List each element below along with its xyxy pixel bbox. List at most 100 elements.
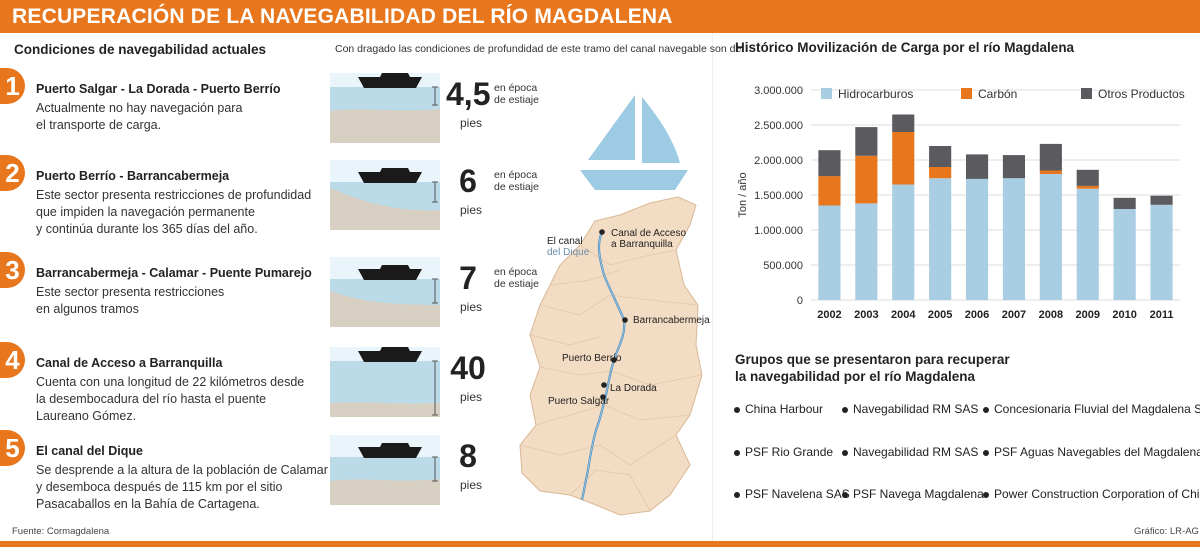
group-item: China Harbour [734, 402, 823, 416]
depth-unit: pies [460, 478, 483, 492]
y-tick-label: 2.000.000 [754, 155, 803, 167]
bar-otros-productos-2010 [1113, 197, 1136, 209]
season-note: en época de estiaje [494, 266, 539, 290]
group-item: Concesionaria Fluvial del Magdalena SAS [983, 402, 1200, 416]
cargo-bar-chart: 0 500.000 1.000.000 1.500.000 2.000.000 2.500… [737, 85, 1185, 321]
bar-hidrocarburos-2009 [1076, 188, 1099, 300]
depth-unit: pies [460, 116, 483, 130]
season-note: en época de estiaje [494, 169, 539, 193]
bar-hidrocarburos-2008 [1039, 174, 1062, 300]
group-item: PSF Navega Magdalena [842, 487, 984, 501]
panel-divider [712, 33, 713, 541]
bar-otros-productos-2011 [1150, 195, 1173, 205]
groups-title: Grupos que se presentaron para recuperar… [735, 352, 1010, 384]
map-dot-barrancabermeja [622, 317, 628, 323]
condition-title: Puerto Berrío - Barrancabermeja [36, 169, 230, 183]
x-tick-label: 2011 [1150, 309, 1174, 321]
bar-otros-productos-2004 [892, 114, 915, 132]
barge-icon [358, 73, 422, 88]
bar-otros-productos-2007 [1002, 155, 1026, 179]
bar-carbón-2005 [929, 167, 952, 179]
bar-hidrocarburos-2011 [1150, 204, 1173, 300]
map-label-canal-acceso: Canal de Acceso a Barranquilla [611, 228, 687, 250]
y-axis-label: Ton / año [737, 172, 749, 217]
depth-value: 6 [459, 163, 477, 199]
group-item: PSF Navelena SAS [734, 487, 850, 501]
barge-icon [358, 265, 422, 280]
barge-icon [358, 168, 422, 183]
y-tick-label: 2.500.000 [754, 120, 803, 132]
river-section-illustration [330, 435, 440, 505]
condition-description: Actualmente no hay navegación para el tra… [36, 101, 243, 132]
depth-unit: pies [460, 203, 483, 217]
depth-value: 4,5 [446, 76, 491, 112]
x-tick-label: 2003 [854, 309, 878, 321]
x-tick-label: 2006 [965, 309, 989, 321]
group-item: PSF Aguas Navegables del Magdalena SA [983, 445, 1200, 459]
depth-unit: pies [460, 300, 483, 314]
bar-hidrocarburos-2002 [818, 205, 841, 300]
river-section-illustration [330, 257, 440, 327]
condition-description: Cuenta con una longitud de 22 kilómetros… [36, 375, 305, 423]
condition-title: Puerto Salgar - La Dorada - Puerto Berrí… [36, 82, 281, 96]
bar-carbón-2004 [892, 132, 915, 185]
graphic-credit: Gráfico: LR-AG [1134, 526, 1199, 537]
bar-hidrocarburos-2006 [965, 178, 989, 300]
footer-bar [0, 541, 1200, 547]
bar-hidrocarburos-2004 [892, 184, 915, 300]
x-tick-label: 2008 [1039, 309, 1063, 321]
colombia-map [519, 95, 703, 516]
map-label-canal-dique: El canal del Dique [547, 236, 590, 258]
legend-label: Carbón [978, 87, 1017, 101]
depth-value: 8 [459, 438, 477, 474]
page-title: RECUPERACIÓN DE LA NAVEGABILIDAD DEL RÍO… [12, 5, 673, 28]
bullet-icon [734, 449, 740, 456]
condition-title: El canal del Dique [36, 444, 143, 458]
x-tick-label: 2005 [928, 309, 952, 321]
bar-hidrocarburos-2007 [1002, 178, 1026, 300]
group-item: Power Construction Corporation of China [983, 487, 1200, 501]
section-title: Condiciones de navegabilidad actuales [14, 42, 267, 57]
condition-title: Barrancabermeja - Calamar - Puente Pumar… [36, 266, 312, 280]
depth-value: 7 [459, 260, 477, 296]
dredge-note: Con dragado las condiciones de profundid… [335, 43, 742, 55]
condition-title: Canal de Acceso a Barranquilla [36, 356, 223, 370]
bar-otros-productos-2003 [855, 127, 878, 156]
header-bar: RECUPERACIÓN DE LA NAVEGABILIDAD DEL RÍO… [0, 0, 1200, 33]
map-label-puerto-berrio: Puerto Berrío [562, 353, 622, 364]
barge-icon [358, 443, 422, 458]
x-tick-label: 2010 [1112, 309, 1136, 321]
bar-carbón-2009 [1076, 185, 1099, 189]
x-tick-label: 2002 [817, 309, 841, 321]
river-section-illustration [330, 160, 440, 230]
group-item: Navegabilidad RM SAS [842, 445, 978, 459]
depth-value: 40 [450, 350, 486, 386]
legend-swatch [821, 88, 832, 99]
map-label-la-dorada: La Dorada [610, 383, 657, 394]
group-item: Navegabilidad RM SAS [842, 402, 978, 416]
bar-otros-productos-2009 [1076, 169, 1099, 186]
condition-description: Se desprende a la altura de la población… [36, 463, 328, 511]
map-dot-puerto-berrio [611, 357, 617, 363]
depth-unit: pies [460, 390, 483, 404]
bar-hidrocarburos-2010 [1113, 209, 1136, 300]
condition-description: Este sector presenta restricciones en alg… [36, 285, 225, 316]
y-tick-label: 3.000.000 [754, 85, 803, 97]
river-section-illustration [330, 73, 440, 143]
legend-swatch [1081, 88, 1092, 99]
bullet-icon [983, 406, 989, 413]
bar-otros-productos-2002 [818, 150, 841, 177]
map-label-barrancabermeja: Barrancabermeja [633, 315, 710, 326]
bar-otros-productos-2005 [929, 146, 952, 167]
chart-title: Histórico Movilización de Carga por el r… [735, 40, 1075, 55]
condition-description: Este sector presenta restricciones de pr… [36, 188, 312, 236]
bullet-icon [734, 491, 740, 498]
bullet-icon [842, 491, 848, 498]
bar-otros-productos-2006 [965, 154, 989, 179]
source-note: Fuente: Cormagdalena [12, 526, 110, 537]
y-tick-label: 0 [797, 295, 803, 307]
legend-label: Hidrocarburos [838, 87, 913, 101]
bullet-icon [842, 406, 848, 413]
x-tick-label: 2009 [1076, 309, 1100, 321]
bullet-icon [842, 449, 848, 456]
